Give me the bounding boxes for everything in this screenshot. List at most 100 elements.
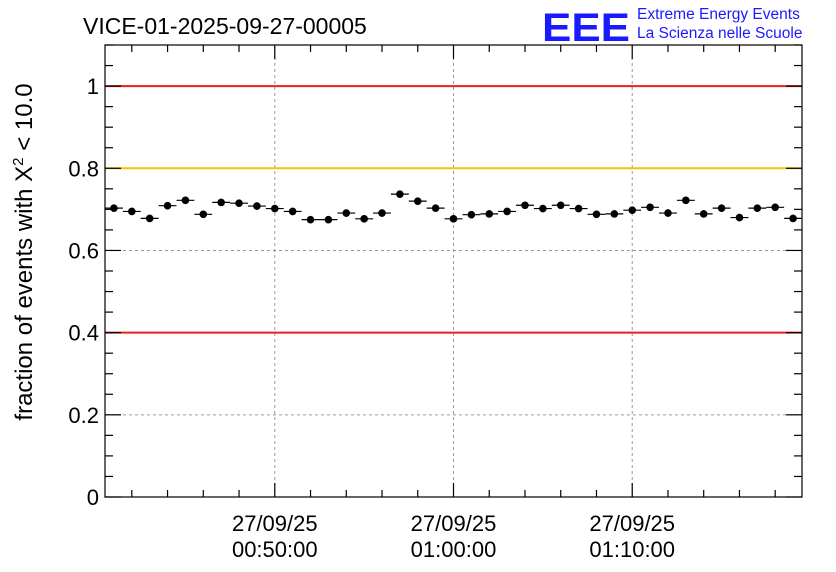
data-marker bbox=[181, 196, 190, 205]
data-marker bbox=[574, 204, 583, 213]
data-marker bbox=[699, 210, 708, 218]
data-marker bbox=[199, 210, 208, 219]
y-tick-label: 1 bbox=[87, 74, 99, 99]
x-tick-label-time: 01:00:00 bbox=[411, 537, 497, 562]
data-point bbox=[408, 197, 427, 205]
data-point bbox=[462, 210, 481, 219]
axes: 00.20.40.60.8127/09/2500:50:0027/09/2501… bbox=[68, 44, 802, 562]
data-marker bbox=[110, 204, 118, 212]
grid bbox=[105, 45, 802, 497]
data-point bbox=[480, 210, 499, 218]
data-marker bbox=[253, 202, 261, 210]
data-marker bbox=[449, 215, 458, 223]
eee-logo: EEE Extreme Energy Events La Scienza nel… bbox=[542, 6, 802, 50]
data-point bbox=[641, 203, 660, 212]
x-tick-label-time: 00:50:00 bbox=[232, 537, 318, 562]
y-axis-label: fraction of events with X2 < 10.0 bbox=[10, 83, 38, 420]
data-marker bbox=[503, 207, 511, 216]
data-point bbox=[694, 210, 713, 218]
data-points bbox=[105, 190, 802, 224]
data-marker bbox=[717, 204, 726, 212]
data-point bbox=[766, 203, 785, 212]
data-marker bbox=[664, 209, 672, 217]
data-marker bbox=[360, 215, 368, 223]
y-tick-label: 0 bbox=[87, 485, 99, 510]
eee-logo-line2: La Scienza nelle Scuole bbox=[637, 25, 802, 42]
data-marker bbox=[128, 207, 136, 216]
data-marker bbox=[521, 201, 529, 210]
data-marker bbox=[431, 204, 440, 212]
data-point bbox=[516, 201, 534, 210]
data-point bbox=[426, 204, 445, 212]
data-marker bbox=[396, 190, 404, 198]
data-marker bbox=[288, 207, 297, 216]
reference-lines bbox=[105, 85, 802, 334]
x-tick-label-date: 27/09/25 bbox=[589, 511, 675, 536]
chart-title: VICE-01-2025-09-27-00005 bbox=[83, 13, 367, 39]
data-marker bbox=[592, 210, 601, 219]
data-point bbox=[623, 206, 642, 214]
data-marker bbox=[270, 204, 279, 213]
data-marker bbox=[324, 215, 333, 224]
eee-logo-line1: Extreme Energy Events bbox=[637, 6, 800, 23]
data-point bbox=[194, 210, 213, 219]
data-point bbox=[390, 190, 409, 198]
data-marker bbox=[628, 206, 637, 214]
data-point bbox=[551, 201, 570, 210]
data-point bbox=[212, 198, 231, 207]
data-marker bbox=[646, 203, 654, 212]
data-point bbox=[498, 207, 517, 216]
data-marker bbox=[789, 214, 797, 223]
y-tick-label: 0.6 bbox=[68, 238, 99, 263]
data-marker bbox=[610, 210, 619, 218]
data-point bbox=[122, 207, 141, 216]
data-point bbox=[301, 215, 320, 224]
data-point bbox=[444, 215, 463, 223]
x-tick-label-date: 27/09/25 bbox=[232, 511, 318, 536]
y-tick-label: 0.8 bbox=[68, 156, 99, 181]
data-marker bbox=[682, 196, 690, 205]
data-marker bbox=[467, 210, 476, 219]
data-marker bbox=[735, 213, 744, 222]
data-point bbox=[158, 201, 177, 210]
data-marker bbox=[539, 204, 547, 213]
data-marker bbox=[753, 204, 762, 212]
data-point bbox=[337, 209, 356, 217]
data-marker bbox=[413, 197, 422, 205]
data-point bbox=[784, 214, 802, 223]
data-point bbox=[748, 204, 767, 212]
y-tick-label: 0.2 bbox=[68, 403, 99, 428]
data-point bbox=[587, 210, 606, 219]
data-point bbox=[105, 204, 123, 212]
data-point bbox=[247, 202, 266, 210]
y-tick-label: 0.4 bbox=[68, 321, 99, 346]
data-point bbox=[730, 213, 749, 222]
x-tick-label-time: 01:10:00 bbox=[589, 537, 675, 562]
data-marker bbox=[235, 199, 243, 207]
data-marker bbox=[145, 214, 154, 223]
data-point bbox=[355, 215, 374, 223]
data-point bbox=[605, 210, 624, 218]
data-marker bbox=[771, 203, 779, 212]
x-tick-label-date: 27/09/25 bbox=[411, 511, 497, 536]
data-marker bbox=[378, 209, 386, 217]
data-marker bbox=[556, 201, 565, 210]
data-point bbox=[569, 204, 588, 213]
data-point bbox=[659, 209, 677, 217]
data-marker bbox=[217, 198, 225, 207]
data-marker bbox=[306, 215, 315, 224]
eee-logo-mark: EEE bbox=[542, 6, 630, 50]
data-marker bbox=[342, 209, 351, 217]
data-point bbox=[176, 196, 195, 205]
data-point bbox=[265, 204, 284, 213]
data-point bbox=[283, 207, 302, 216]
data-point bbox=[373, 209, 391, 217]
data-point bbox=[230, 199, 248, 207]
data-marker bbox=[163, 201, 172, 210]
data-marker bbox=[485, 210, 494, 218]
data-point bbox=[533, 204, 552, 213]
data-point bbox=[319, 215, 338, 224]
data-point bbox=[712, 204, 731, 212]
data-point bbox=[676, 196, 695, 205]
